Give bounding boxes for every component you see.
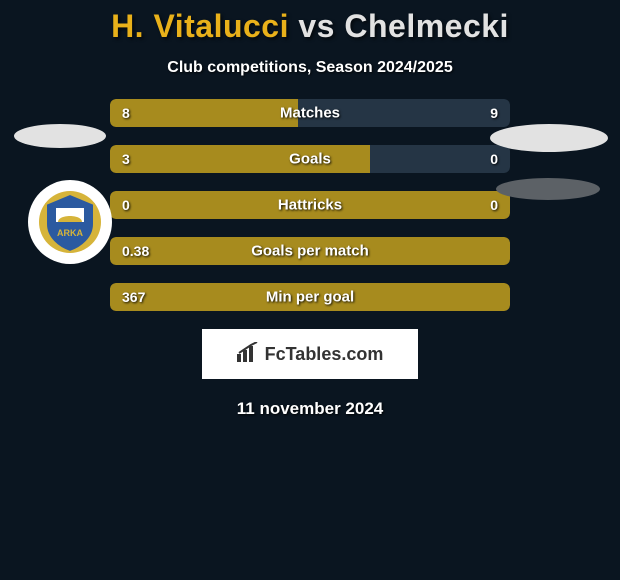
decorative-ellipse xyxy=(14,124,106,148)
stat-row: 3 0 Goals xyxy=(110,145,510,173)
bar-left xyxy=(110,99,298,127)
logo-text: FcTables.com xyxy=(265,344,384,365)
page-title: H. Vitalucci vs Chelmecki xyxy=(0,0,620,45)
stat-label: Matches xyxy=(280,105,340,122)
player-right-name: Chelmecki xyxy=(344,8,509,44)
stat-row: 0 0 Hattricks xyxy=(110,191,510,219)
date-text: 11 november 2024 xyxy=(0,399,620,419)
stat-row: 0.38 Goals per match xyxy=(110,237,510,265)
arka-badge-icon: ARKA xyxy=(38,190,102,254)
logo-box: FcTables.com xyxy=(202,329,418,379)
stat-value-left: 3 xyxy=(122,151,130,167)
stat-label: Hattricks xyxy=(278,197,342,214)
stat-value-left: 367 xyxy=(122,289,145,305)
stat-value-left: 8 xyxy=(122,105,130,121)
vs-text: vs xyxy=(289,8,344,44)
decorative-ellipse xyxy=(496,178,600,200)
stat-row: 8 9 Matches xyxy=(110,99,510,127)
chart-icon xyxy=(237,342,259,367)
player-left-name: H. Vitalucci xyxy=(111,8,289,44)
stat-value-right: 9 xyxy=(490,105,498,121)
bar-right xyxy=(370,145,510,173)
stat-label: Goals xyxy=(289,151,331,168)
stat-value-left: 0.38 xyxy=(122,243,149,259)
stat-value-left: 0 xyxy=(122,197,130,213)
stat-label: Min per goal xyxy=(266,289,354,306)
stat-label: Goals per match xyxy=(251,243,369,260)
decorative-ellipse xyxy=(490,124,608,152)
stats-panel: 8 9 Matches 3 0 Goals 0 0 Hattricks 0.38 Goals per… xyxy=(110,99,510,311)
svg-text:ARKA: ARKA xyxy=(57,228,83,238)
stat-row: 367 Min per goal xyxy=(110,283,510,311)
club-badge: ARKA xyxy=(28,180,112,264)
stat-value-right: 0 xyxy=(490,151,498,167)
stat-value-right: 0 xyxy=(490,197,498,213)
subtitle: Club competitions, Season 2024/2025 xyxy=(0,59,620,77)
